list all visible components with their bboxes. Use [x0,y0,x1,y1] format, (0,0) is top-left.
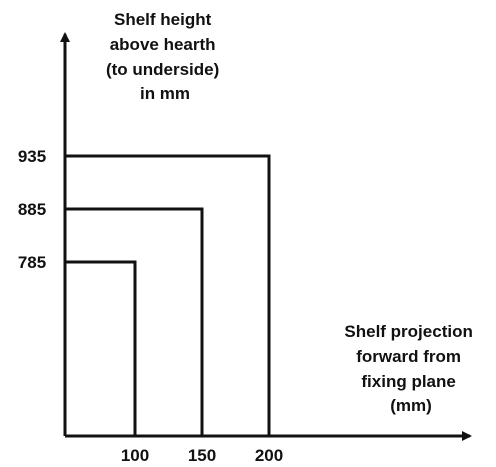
x-axis-title-line-2: forward from [356,347,461,366]
limit-line-200mm-935mm [65,154,271,436]
y-axis-title-line-3: (to underside) [106,60,219,79]
x-tick-200: 200 [255,446,283,465]
limit-boundaries [65,154,271,436]
y-axis-title: Shelf height above hearth (to underside)… [106,10,224,103]
x-tick-150: 150 [188,446,216,465]
limit-line-150mm-885mm [65,207,204,436]
x-axis-title-line-1: Shelf projection [344,322,472,341]
y-axis-title-line-1: Shelf height [114,10,212,29]
y-tick-935: 935 [18,147,46,166]
x-axis-title: Shelf projection forward from fixing pla… [344,322,477,415]
y-axis-title-line-4: in mm [140,84,190,103]
x-axis-title-line-3: fixing plane [361,372,455,391]
x-axis-title-line-4: (mm) [390,396,432,415]
limit-line-100mm-785mm [65,260,137,436]
y-axis-title-line-2: above hearth [110,35,216,54]
y-tick-885: 885 [18,200,46,219]
x-tick-100: 100 [121,446,149,465]
y-tick-785: 785 [18,253,46,272]
